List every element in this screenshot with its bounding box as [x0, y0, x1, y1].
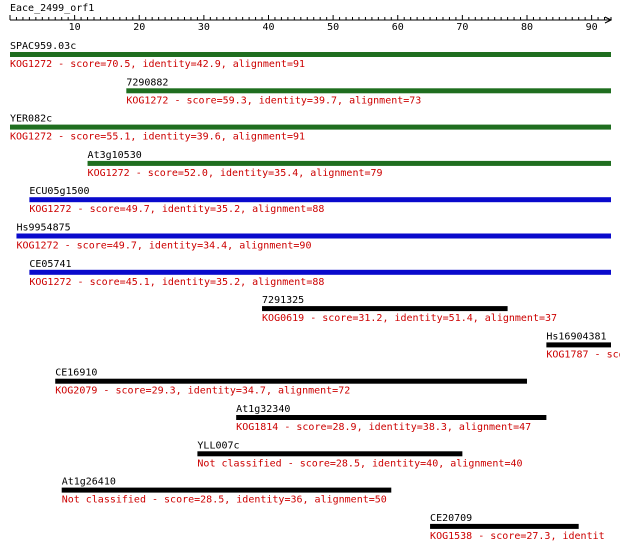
- hit-description: KOG1272 - score=55.1, identity=39.6, ali…: [10, 132, 305, 143]
- hit-name: YLL007c: [197, 440, 239, 451]
- hit-row[interactable]: YER082c KOG1272 - score=55.1, identity=39…: [10, 114, 611, 143]
- tick-label: 90: [586, 22, 598, 33]
- hit-name: YER082c: [10, 114, 52, 125]
- hit-name: Hs16904381: [546, 331, 606, 342]
- hit-name: At1g26410: [62, 477, 116, 488]
- hit-row[interactable]: At1g32340 KOG1814 - score=28.9, identity=…: [236, 404, 547, 433]
- hit-bar[interactable]: [197, 451, 463, 457]
- hit-description: KOG1272 - score=49.7, identity=35.2, ali…: [29, 204, 324, 215]
- hit-description: KOG1272 - score=70.5, identity=42.9, ali…: [10, 59, 305, 70]
- hit-row[interactable]: 7291325 KOG0619 - score=31.2, identity=51…: [262, 295, 557, 324]
- hit-name: CE20709: [430, 513, 472, 524]
- hit-row[interactable]: CE16910 KOG2079 - score=29.3, identity=34…: [55, 368, 527, 397]
- axis-arrow: [604, 16, 613, 24]
- hit-bar[interactable]: [55, 378, 527, 384]
- hit-name: CE05741: [29, 259, 71, 270]
- hit-list: SPAC959.03c KOG1272 - score=70.5, identit…: [10, 41, 620, 542]
- hit-row[interactable]: Hs9954875 KOG1272 - score=49.7, identity=…: [16, 223, 612, 252]
- hit-description: Not classified - score=28.5, identity=36…: [62, 495, 387, 506]
- hit-name: At1g32340: [236, 404, 290, 415]
- hit-bar[interactable]: [29, 197, 612, 203]
- hit-name: 7290882: [126, 77, 168, 88]
- hit-row[interactable]: CE20709 KOG1538 - score=27.3, identit: [430, 513, 605, 542]
- hit-description: KOG0619 - score=31.2, identity=51.4, ali…: [262, 313, 557, 324]
- hit-bar[interactable]: [546, 342, 611, 348]
- hit-description: KOG2079 - score=29.3, identity=34.7, ali…: [55, 386, 350, 397]
- tick-label: 70: [456, 22, 468, 33]
- hit-bar[interactable]: [126, 88, 612, 94]
- hit-name: Hs9954875: [16, 223, 70, 234]
- tick-label: 40: [262, 22, 274, 33]
- hit-name: At3g10530: [88, 150, 142, 161]
- hit-bar[interactable]: [430, 523, 579, 529]
- hit-bar[interactable]: [61, 487, 392, 493]
- hit-bar[interactable]: [29, 269, 612, 275]
- tick-label: 80: [521, 22, 533, 33]
- hit-row[interactable]: CE05741 KOG1272 - score=45.1, identity=35…: [29, 259, 612, 288]
- hit-bar[interactable]: [10, 124, 611, 130]
- hit-name: SPAC959.03c: [10, 41, 76, 52]
- hit-name: CE16910: [55, 368, 97, 379]
- tick-label: 30: [198, 22, 210, 33]
- axis-ticks: 10 20 30 40 50 60 70 80 90: [9, 15, 613, 33]
- hit-description: KOG1272 - score=45.1, identity=35.2, ali…: [29, 277, 324, 288]
- hit-bar[interactable]: [16, 233, 612, 239]
- hit-bar[interactable]: [262, 306, 508, 312]
- hit-bar[interactable]: [236, 415, 547, 420]
- hit-row[interactable]: Hs16904381 KOG1787 - score=30.8,: [546, 331, 620, 360]
- hit-description: KOG1272 - score=49.7, identity=34.4, ali…: [16, 241, 311, 252]
- hit-row[interactable]: YLL007c Not classified - score=28.5, iden…: [197, 440, 523, 469]
- hit-description: KOG1787 - score=30.8,: [546, 349, 620, 360]
- hit-row[interactable]: 7290882 KOG1272 - score=59.3, identity=39…: [126, 77, 612, 106]
- hit-description: KOG1538 - score=27.3, identit: [430, 531, 605, 542]
- tick-label: 20: [133, 22, 145, 33]
- tick-label: 60: [392, 22, 404, 33]
- hit-row[interactable]: At3g10530 KOG1272 - score=52.0, identity=…: [87, 150, 611, 179]
- hit-description: KOG1272 - score=52.0, identity=35.4, ali…: [88, 168, 383, 179]
- hit-name: ECU05g1500: [29, 186, 89, 197]
- tick-label: 10: [69, 22, 81, 33]
- hit-row[interactable]: ECU05g1500 KOG1272 - score=49.7, identity…: [29, 186, 612, 215]
- hit-row[interactable]: At1g26410 Not classified - score=28.5, id…: [61, 477, 392, 506]
- hit-description: KOG1814 - score=28.9, identity=38.3, ali…: [236, 422, 531, 433]
- hit-row[interactable]: SPAC959.03c KOG1272 - score=70.5, identit…: [10, 41, 611, 70]
- hit-description: KOG1272 - score=59.3, identity=39.7, ali…: [126, 95, 421, 106]
- hit-bar[interactable]: [87, 160, 611, 166]
- hit-name: 7291325: [262, 295, 304, 306]
- query-title: Eace_2499_orf1: [10, 3, 94, 14]
- hit-description: Not classified - score=28.5, identity=40…: [197, 458, 522, 469]
- tick-label: 50: [327, 22, 339, 33]
- hit-bar[interactable]: [10, 52, 611, 57]
